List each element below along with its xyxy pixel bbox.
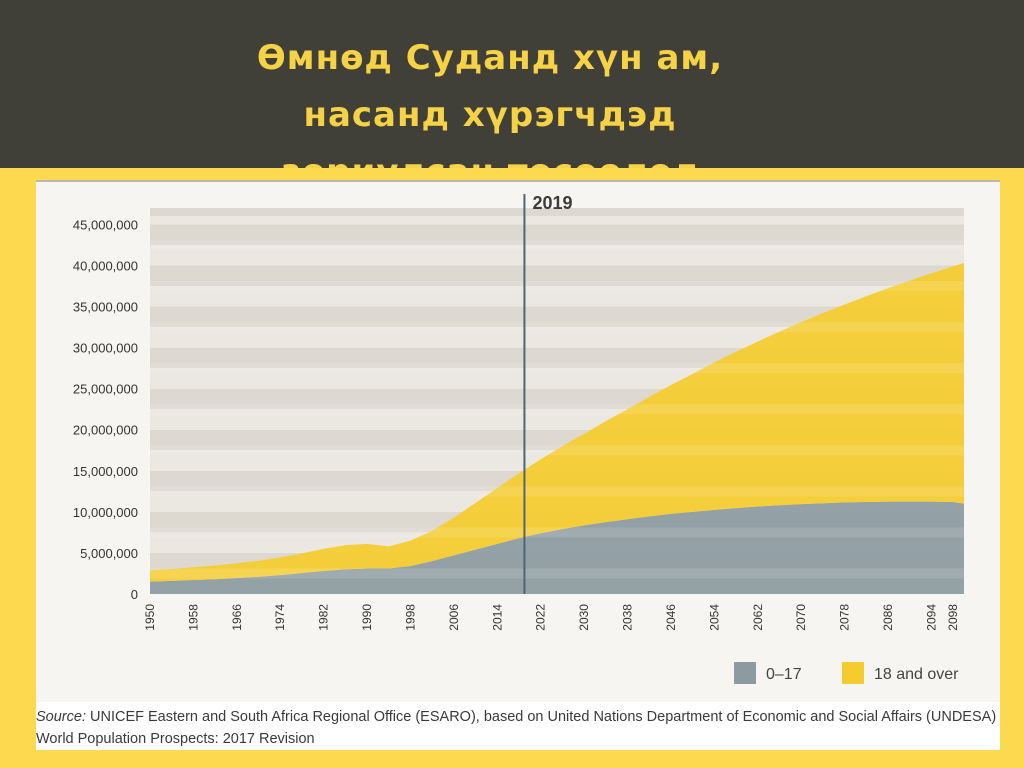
grid-band xyxy=(150,224,964,245)
x-tick-label: 2078 xyxy=(838,604,852,631)
x-tick-label: 2006 xyxy=(447,604,461,631)
legend-label: 0–17 xyxy=(766,666,802,683)
y-axis-ticks: 0 5,000,000 10,000,000 15,000,000 20,000,000… xyxy=(73,217,138,602)
x-tick-label: 2070 xyxy=(794,604,808,631)
y-tick-label: 5,000,000 xyxy=(80,546,138,561)
area-series xyxy=(150,239,964,594)
slide-title: Өмнөд Суданд хүн ам, насанд хүрэгчдэд зо… xyxy=(256,38,724,168)
source-text: UNICEF Eastern and South Africa Regional… xyxy=(36,709,997,747)
chart-panel: 2019 0 5,000,000 10,000,000 15,000,000 20,00… xyxy=(36,180,1000,750)
legend-label: 18 and over xyxy=(874,666,959,683)
grid-band xyxy=(150,244,964,266)
grid-band xyxy=(150,306,964,328)
source-label: Source: xyxy=(36,709,86,725)
x-tick-label: 2086 xyxy=(881,604,895,631)
y-tick-label: 10,000,000 xyxy=(73,505,138,520)
source-note: Source: UNICEF Eastern and South Africa … xyxy=(36,702,1000,750)
y-tick-label: 15,000,000 xyxy=(73,464,138,479)
x-tick-label: 2038 xyxy=(621,604,635,631)
population-chart: 2019 0 5,000,000 10,000,000 15,000,000 20,00… xyxy=(73,193,964,684)
x-tick-label: 1982 xyxy=(317,604,331,631)
x-tick-label: 1966 xyxy=(230,604,244,631)
x-tick-label: 2046 xyxy=(664,604,678,631)
y-tick-label: 20,000,000 xyxy=(73,423,138,438)
y-tick-label: 30,000,000 xyxy=(73,341,138,356)
slide-header: Өмнөд Суданд хүн ам, насанд хүрэгчдэд зо… xyxy=(0,0,1024,168)
x-tick-label: 2054 xyxy=(707,604,721,631)
x-tick-label: 2062 xyxy=(751,604,765,631)
x-tick-label: 1990 xyxy=(360,604,374,631)
x-tick-label: 2022 xyxy=(534,604,548,631)
x-tick-label: 2098 xyxy=(946,604,960,631)
series-area-1 xyxy=(150,263,964,582)
y-tick-label: 25,000,000 xyxy=(73,382,138,397)
grid-band xyxy=(150,208,964,217)
x-tick-label: 2094 xyxy=(924,604,938,631)
y-tick-label: 35,000,000 xyxy=(73,300,138,315)
year-marker: 2019 xyxy=(523,193,572,594)
y-tick-label: 45,000,000 xyxy=(73,217,138,232)
grid-band xyxy=(150,265,964,287)
x-tick-label: 1958 xyxy=(186,604,200,631)
x-tick-label: 2030 xyxy=(577,604,591,631)
marker-label: 2019 xyxy=(532,193,572,213)
legend-swatch xyxy=(734,662,756,684)
y-tick-label: 0 xyxy=(131,587,138,602)
series-area-0 xyxy=(150,501,964,594)
legend-swatch xyxy=(842,662,864,684)
x-axis-ticks: 1950 1958 1966 1974 1982 1990 1998 2006 2014 2022… xyxy=(143,604,960,631)
legend: 0–17 18 and over xyxy=(734,662,959,684)
grid-band xyxy=(150,216,964,225)
x-tick-label: 1998 xyxy=(403,604,417,631)
x-tick-label: 2014 xyxy=(490,604,504,631)
grid-band xyxy=(150,286,964,307)
x-tick-label: 1974 xyxy=(273,604,287,631)
x-tick-label: 1950 xyxy=(143,604,157,631)
y-tick-label: 40,000,000 xyxy=(73,258,138,273)
